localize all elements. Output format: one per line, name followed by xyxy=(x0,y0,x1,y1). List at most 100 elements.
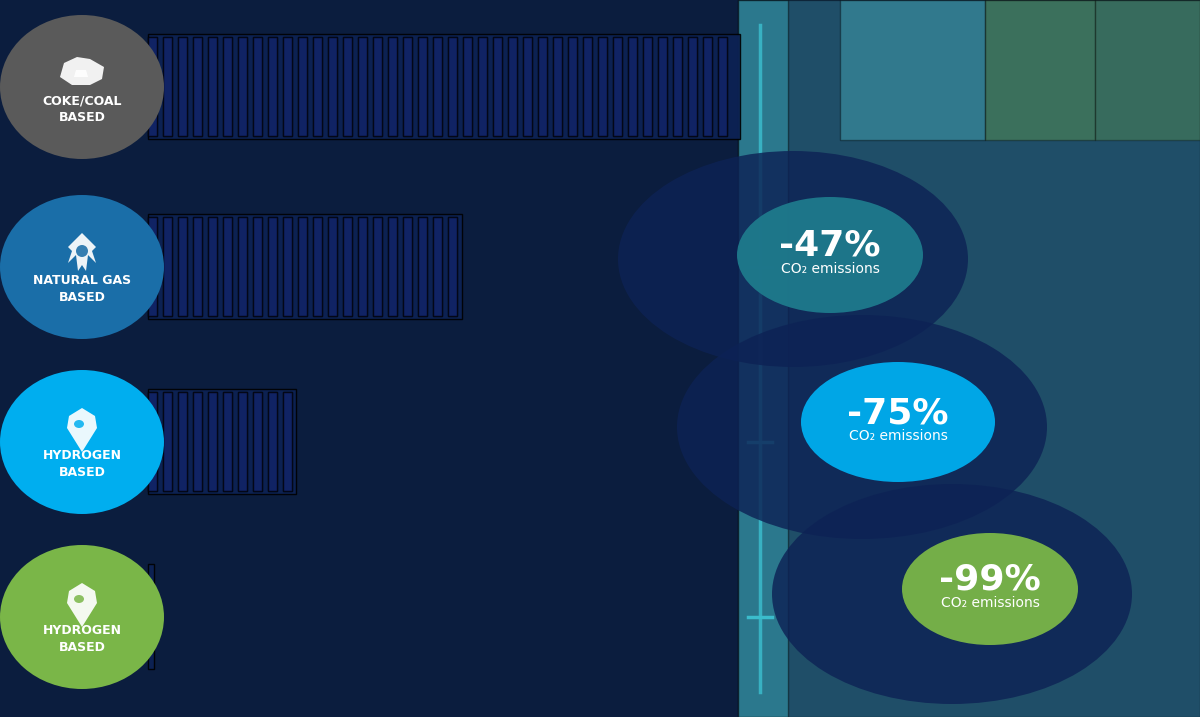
Ellipse shape xyxy=(0,545,164,689)
FancyBboxPatch shape xyxy=(598,37,607,136)
FancyBboxPatch shape xyxy=(343,37,352,136)
FancyBboxPatch shape xyxy=(433,37,442,136)
FancyBboxPatch shape xyxy=(193,37,202,136)
FancyBboxPatch shape xyxy=(193,217,202,316)
FancyBboxPatch shape xyxy=(433,217,442,316)
Ellipse shape xyxy=(0,195,164,339)
FancyBboxPatch shape xyxy=(418,217,427,316)
Ellipse shape xyxy=(0,370,164,514)
FancyBboxPatch shape xyxy=(283,217,292,316)
FancyBboxPatch shape xyxy=(148,392,157,491)
FancyBboxPatch shape xyxy=(433,37,442,136)
Text: CO₂ emissions: CO₂ emissions xyxy=(780,262,880,276)
FancyBboxPatch shape xyxy=(268,37,277,136)
FancyBboxPatch shape xyxy=(553,37,562,136)
FancyBboxPatch shape xyxy=(313,37,322,136)
FancyBboxPatch shape xyxy=(163,217,172,316)
FancyBboxPatch shape xyxy=(298,217,307,316)
FancyBboxPatch shape xyxy=(208,392,217,491)
FancyBboxPatch shape xyxy=(238,217,247,316)
FancyBboxPatch shape xyxy=(403,217,412,316)
FancyBboxPatch shape xyxy=(673,37,682,136)
Polygon shape xyxy=(74,70,88,77)
FancyBboxPatch shape xyxy=(643,37,652,136)
Text: COKE/COAL
BASED: COKE/COAL BASED xyxy=(42,94,121,124)
FancyBboxPatch shape xyxy=(478,37,487,136)
FancyBboxPatch shape xyxy=(403,37,412,136)
FancyBboxPatch shape xyxy=(283,217,292,316)
FancyBboxPatch shape xyxy=(388,217,397,316)
FancyBboxPatch shape xyxy=(358,37,367,136)
FancyBboxPatch shape xyxy=(628,37,637,136)
Text: -75%: -75% xyxy=(847,396,949,430)
Text: -99%: -99% xyxy=(940,563,1040,597)
FancyBboxPatch shape xyxy=(223,392,232,491)
FancyBboxPatch shape xyxy=(208,37,217,136)
FancyBboxPatch shape xyxy=(328,217,337,316)
FancyBboxPatch shape xyxy=(148,389,296,494)
FancyBboxPatch shape xyxy=(718,37,727,136)
FancyBboxPatch shape xyxy=(268,217,277,316)
FancyBboxPatch shape xyxy=(538,37,547,136)
FancyBboxPatch shape xyxy=(163,37,172,136)
FancyBboxPatch shape xyxy=(148,217,157,316)
Text: CO₂ emissions: CO₂ emissions xyxy=(941,596,1039,610)
FancyBboxPatch shape xyxy=(178,217,187,316)
FancyBboxPatch shape xyxy=(463,37,472,136)
FancyBboxPatch shape xyxy=(268,392,277,491)
FancyBboxPatch shape xyxy=(328,217,337,316)
Polygon shape xyxy=(67,583,97,627)
FancyBboxPatch shape xyxy=(568,37,577,136)
FancyBboxPatch shape xyxy=(658,37,667,136)
FancyBboxPatch shape xyxy=(613,37,622,136)
FancyBboxPatch shape xyxy=(598,37,607,136)
FancyBboxPatch shape xyxy=(328,37,337,136)
FancyBboxPatch shape xyxy=(238,217,247,316)
FancyBboxPatch shape xyxy=(313,37,322,136)
FancyBboxPatch shape xyxy=(613,37,622,136)
FancyBboxPatch shape xyxy=(358,217,367,316)
FancyBboxPatch shape xyxy=(253,217,262,316)
FancyBboxPatch shape xyxy=(448,217,457,316)
FancyBboxPatch shape xyxy=(223,217,232,316)
FancyBboxPatch shape xyxy=(553,37,562,136)
FancyBboxPatch shape xyxy=(388,37,397,136)
FancyBboxPatch shape xyxy=(433,217,442,316)
FancyBboxPatch shape xyxy=(448,217,457,316)
FancyBboxPatch shape xyxy=(583,37,592,136)
Ellipse shape xyxy=(74,420,84,428)
FancyBboxPatch shape xyxy=(208,392,217,491)
FancyBboxPatch shape xyxy=(223,392,232,491)
FancyBboxPatch shape xyxy=(253,217,262,316)
FancyBboxPatch shape xyxy=(283,392,292,491)
FancyBboxPatch shape xyxy=(148,392,157,491)
FancyBboxPatch shape xyxy=(223,37,232,136)
FancyBboxPatch shape xyxy=(358,217,367,316)
FancyBboxPatch shape xyxy=(718,37,727,136)
FancyBboxPatch shape xyxy=(673,37,682,136)
FancyBboxPatch shape xyxy=(148,214,462,319)
FancyBboxPatch shape xyxy=(343,217,352,316)
FancyBboxPatch shape xyxy=(283,392,292,491)
FancyBboxPatch shape xyxy=(523,37,532,136)
FancyBboxPatch shape xyxy=(493,37,502,136)
FancyBboxPatch shape xyxy=(1096,0,1200,140)
Ellipse shape xyxy=(737,197,923,313)
FancyBboxPatch shape xyxy=(403,217,412,316)
FancyBboxPatch shape xyxy=(703,37,712,136)
FancyBboxPatch shape xyxy=(373,37,382,136)
FancyBboxPatch shape xyxy=(418,217,427,316)
FancyBboxPatch shape xyxy=(283,37,292,136)
FancyBboxPatch shape xyxy=(840,0,985,140)
FancyBboxPatch shape xyxy=(253,392,262,491)
FancyBboxPatch shape xyxy=(463,37,472,136)
FancyBboxPatch shape xyxy=(568,37,577,136)
Text: NATURAL GAS
BASED: NATURAL GAS BASED xyxy=(32,274,131,304)
FancyBboxPatch shape xyxy=(208,217,217,316)
FancyBboxPatch shape xyxy=(298,37,307,136)
FancyBboxPatch shape xyxy=(238,37,247,136)
FancyBboxPatch shape xyxy=(253,392,262,491)
FancyBboxPatch shape xyxy=(178,37,187,136)
FancyBboxPatch shape xyxy=(208,217,217,316)
FancyBboxPatch shape xyxy=(508,37,517,136)
